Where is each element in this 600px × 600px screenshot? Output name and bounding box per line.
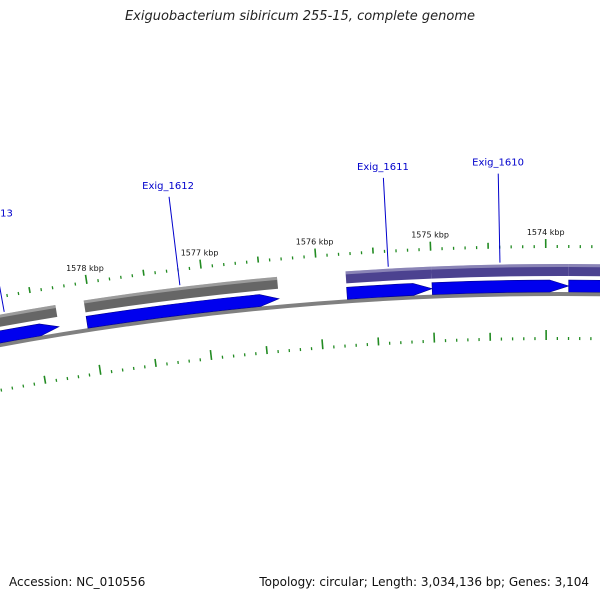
feature-band-highlight [345,266,432,275]
gene-leader-line [0,285,5,312]
cds-arrow [568,279,600,293]
gene-leader-line [382,177,389,267]
inner-tick [43,375,47,384]
feature-band-highlight [568,264,600,268]
inner-tick [154,358,157,367]
inner-tick [33,382,36,386]
outer-tick [84,274,88,284]
gene-label: Exig_1612 [142,181,194,192]
feature-track [0,263,600,327]
accession-text: Accession: NC_010556 [9,575,146,589]
feature-band-highlight [0,305,56,318]
feature-band [431,263,569,279]
inner-tick [0,388,3,392]
inner-tick-ring [0,330,592,392]
gene-leader-line [497,173,501,263]
feature-band [345,266,432,284]
gene-leader-line [168,196,181,286]
genome-summary-text: Topology: circular; Length: 3,034,136 bp… [259,575,589,589]
feature-band-highlight [431,263,569,270]
outer-tick [256,256,260,263]
backbone-ring [0,292,600,348]
outer-tick [314,248,317,258]
cds-track [0,279,600,344]
cds-arrow [0,323,60,344]
inner-tick [265,346,268,355]
gene-label: Exig_1610 [472,158,524,169]
inner-tick [321,339,324,350]
inner-tick [98,364,102,375]
feature-band [568,264,600,277]
cds-arrow [346,283,434,300]
outer-tick [28,286,31,294]
tick-label: 1577 kbp [181,249,219,258]
inner-tick [11,386,14,390]
cds-arrow [431,279,570,295]
tick-label: 1578 kbp [66,264,104,273]
tick-label: 1576 kbp [296,238,334,247]
outer-tick [6,293,9,298]
backbone-arc [0,292,600,348]
feature-band [0,305,58,327]
outer-tick [142,269,145,276]
feature-band-highlight [83,276,278,304]
tick-label: 1575 kbp [411,231,449,240]
gene-label: Exig_1611 [357,162,409,173]
outer-tick [199,259,202,269]
map-title: Exiguobacterium sibiricum 255-15, comple… [124,9,476,24]
feature-band [83,276,279,313]
inner-tick [22,384,25,388]
tick-label: 1574 kbp [527,228,565,237]
cds-arrow [85,294,280,329]
inner-tick [209,349,213,361]
outer-tick [17,291,20,296]
gene-label: Exig_1613 [0,208,13,219]
